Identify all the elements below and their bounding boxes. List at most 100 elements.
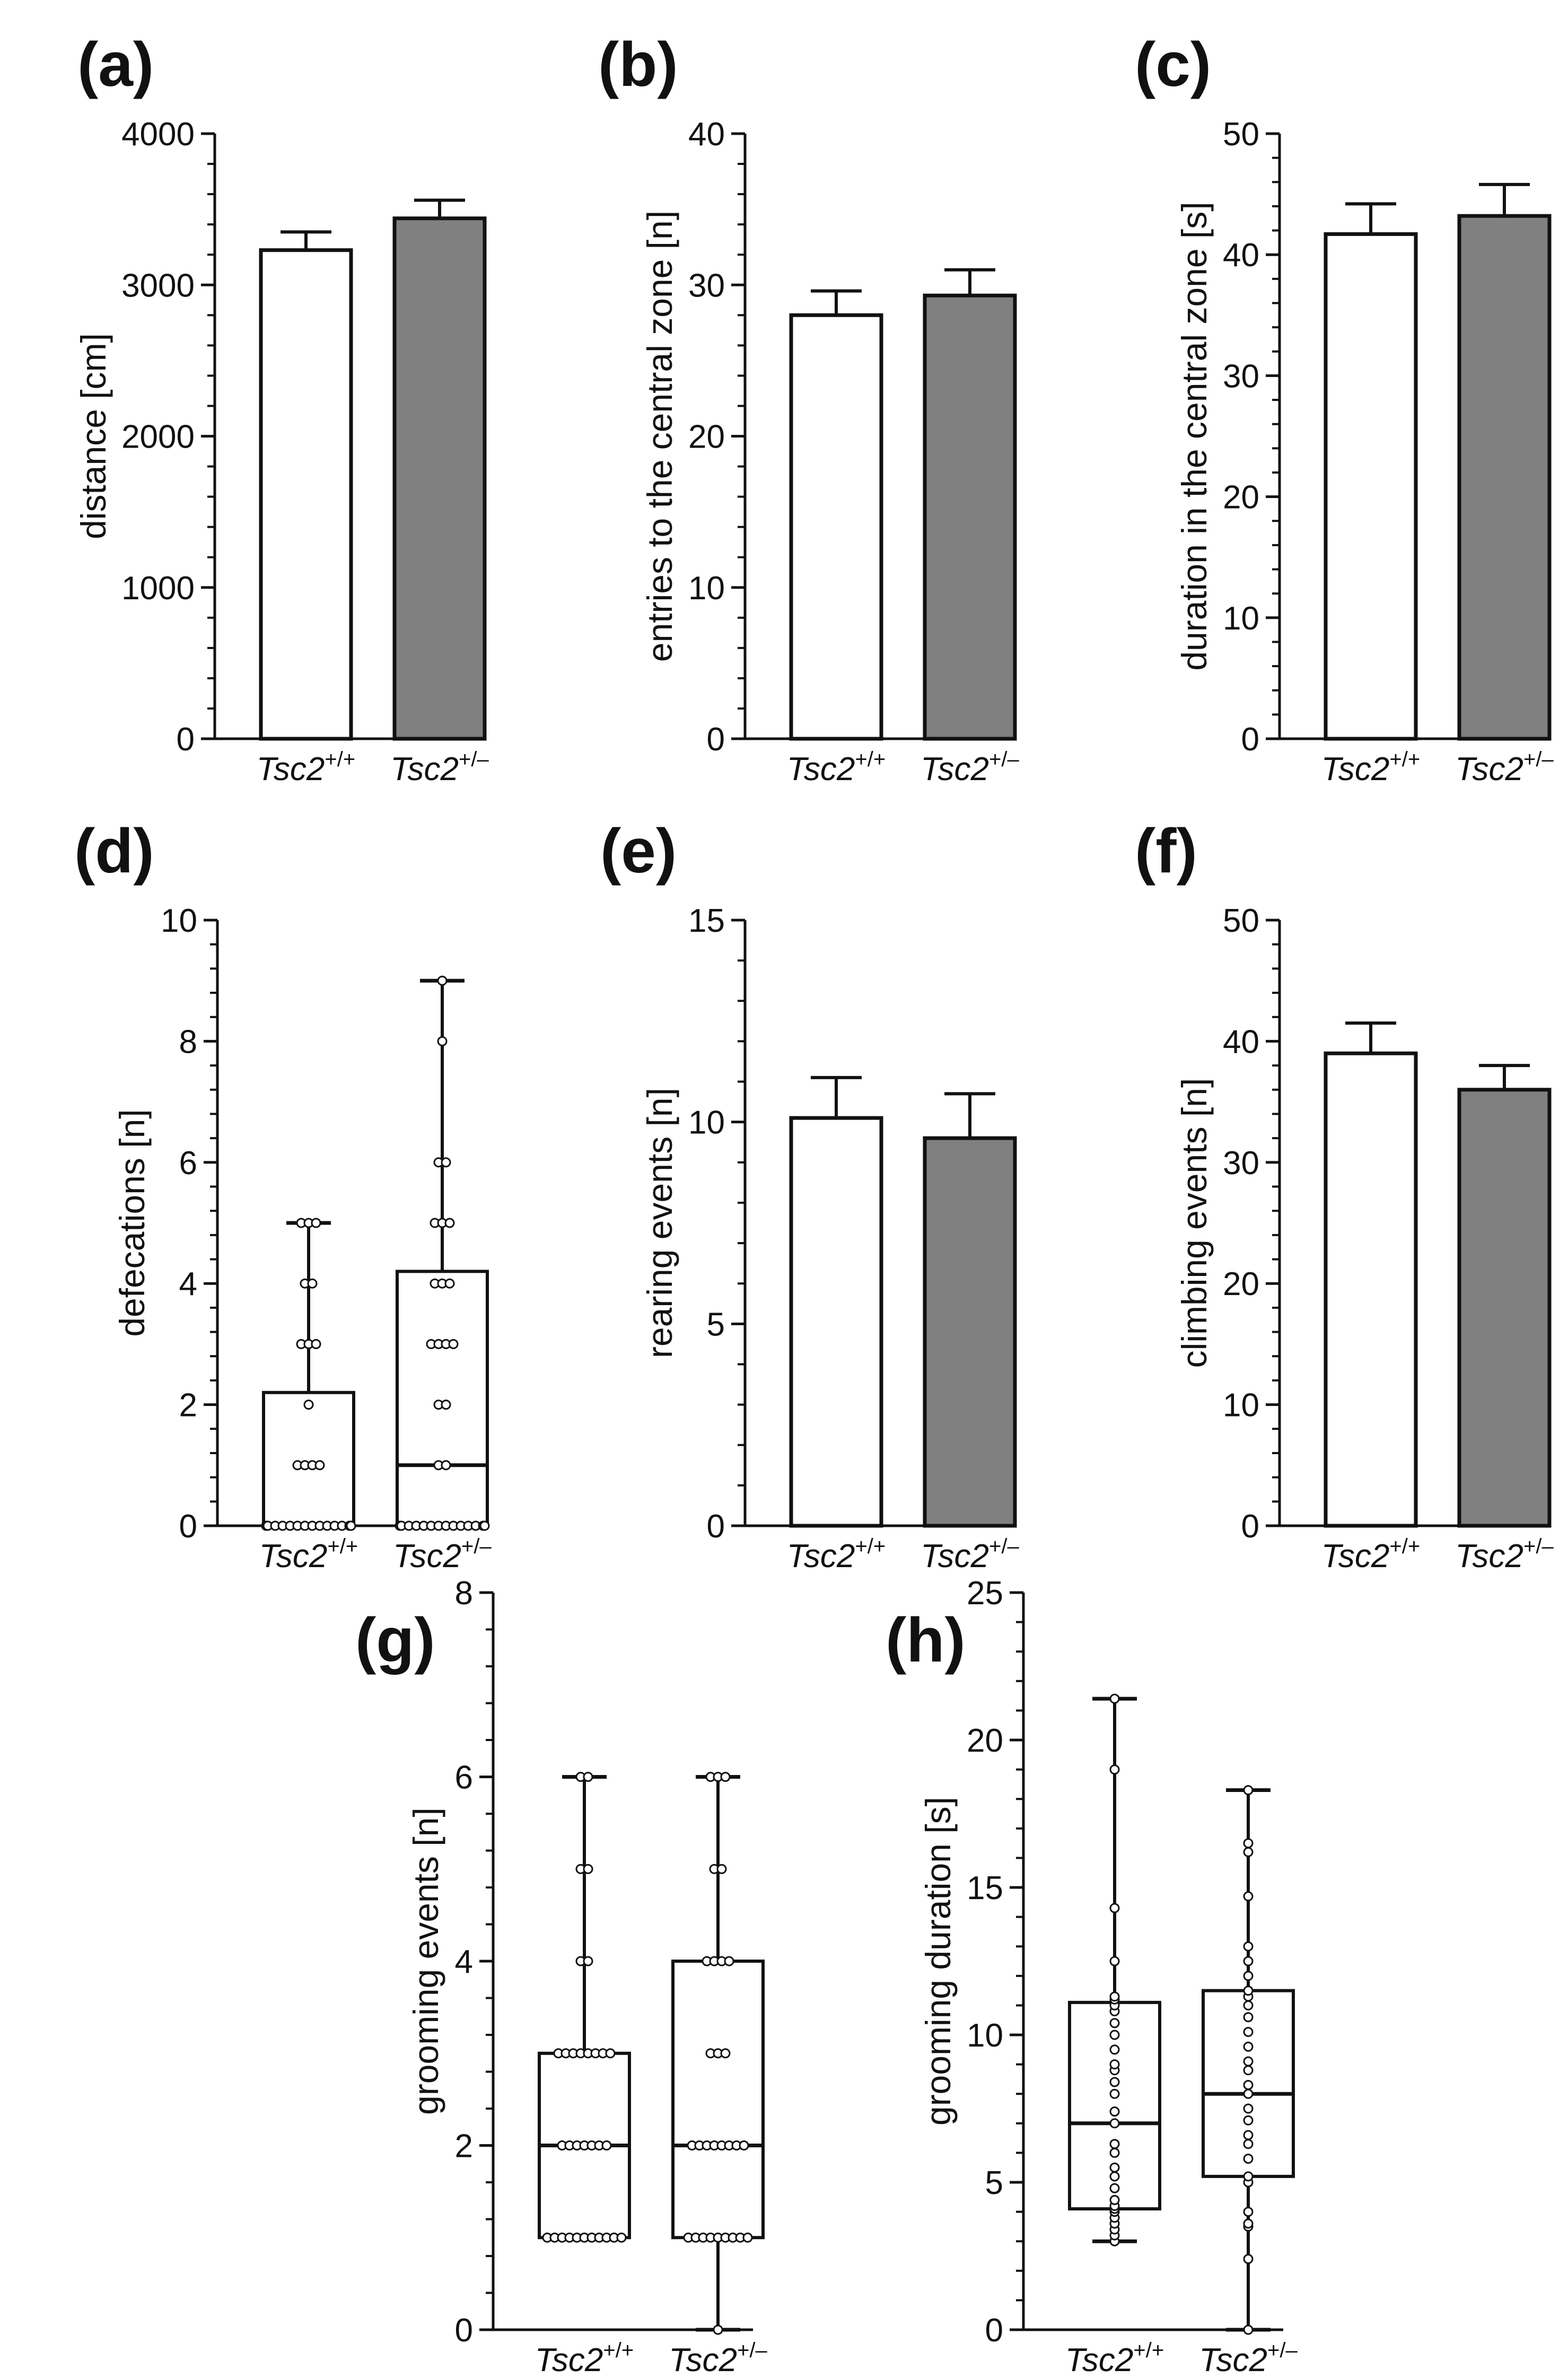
data-point xyxy=(444,1218,455,1228)
x-category-label: Tsc2+/– xyxy=(390,748,489,788)
data-point xyxy=(1243,1956,1254,1966)
data-point xyxy=(583,1864,593,1874)
panel-d: (d) 0 2 4 6 8 10 defecations [n] Tsc2+/+ Tsc2+/– xyxy=(74,816,492,1575)
data-point xyxy=(479,1520,490,1531)
data-point xyxy=(311,1218,321,1228)
y-tick-label: 0 xyxy=(179,1508,197,1545)
data-point xyxy=(1109,2044,1120,2055)
data-point xyxy=(1243,2012,1254,2023)
y-tick-label: 10 xyxy=(967,2017,1003,2054)
data-point xyxy=(1109,2030,1120,2040)
data-point xyxy=(1243,2065,1254,2076)
data-point xyxy=(1243,1891,1254,1902)
x-category-label: Tsc2+/– xyxy=(921,1535,1019,1575)
y-tick-label: 3000 xyxy=(121,267,195,304)
y-tick-label: 20 xyxy=(688,419,725,456)
y-axis-title: entries to the central zone [n] xyxy=(640,211,679,662)
data-point xyxy=(1109,1991,1120,2002)
y-tick-label: 4 xyxy=(455,1944,473,1980)
y-axis-title: distance [cm] xyxy=(74,333,113,539)
y-tick-label: 4 xyxy=(179,1266,197,1302)
bar xyxy=(1457,1088,1552,1528)
bar xyxy=(392,216,487,741)
panel-h: (h) 0 5 10 15 20 25 grooming duration [s] Tsc2+/… xyxy=(886,1575,1298,2378)
panel-label: (b) xyxy=(598,30,678,100)
y-tick-label: 50 xyxy=(1223,116,1259,153)
data-point xyxy=(1243,2041,1254,2052)
y-axis-title: grooming events [n] xyxy=(406,1807,445,2115)
y-axis-title: grooming duration [s] xyxy=(918,1797,958,2126)
data-point xyxy=(724,1956,734,1966)
data-point xyxy=(720,2048,731,2059)
y-tick-label: 2000 xyxy=(121,419,195,456)
y-axis-title: rearing events [n] xyxy=(640,1088,679,1358)
y-tick-label: 30 xyxy=(1223,358,1259,395)
data-point xyxy=(1243,2254,1254,2265)
y-tick-label: 40 xyxy=(1223,237,1259,274)
y-tick-label: 2 xyxy=(179,1387,197,1424)
y-tick-label: 10 xyxy=(688,1105,725,1141)
x-category-label: Tsc2+/+ xyxy=(787,1535,886,1575)
box xyxy=(671,1960,765,2240)
box xyxy=(396,1270,489,1528)
panel-f: (f) 0 10 20 30 40 50 climbing events [n] Tsc2+/+… xyxy=(1135,816,1554,1575)
data-point xyxy=(1109,2018,1120,2029)
data-point xyxy=(1243,2171,1254,2182)
y-tick-label: 20 xyxy=(967,1723,1003,1759)
y-tick-label: 0 xyxy=(177,721,195,758)
x-category-label: Tsc2+/– xyxy=(1199,2339,1298,2375)
y-tick-label: 10 xyxy=(161,903,197,939)
x-category-label: Tsc2+/+ xyxy=(1321,748,1421,788)
data-point xyxy=(1109,2147,1120,2158)
data-point xyxy=(1243,2103,1254,2114)
bar xyxy=(789,1116,883,1528)
data-point xyxy=(1109,1693,1120,1704)
y-tick-label: 1000 xyxy=(121,570,195,607)
data-point xyxy=(720,1772,731,1782)
y-tick-label: 0 xyxy=(707,721,725,758)
y-tick-label: 0 xyxy=(455,2312,473,2349)
y-tick-label: 20 xyxy=(1223,479,1259,516)
data-point xyxy=(1109,2171,1120,2182)
bar xyxy=(1457,214,1552,741)
data-point xyxy=(1243,1941,1254,1952)
data-point xyxy=(441,1460,451,1471)
x-category-label: Tsc2+/– xyxy=(393,1535,492,1575)
x-category-label: Tsc2+/– xyxy=(1455,1535,1554,1575)
y-tick-label: 30 xyxy=(688,267,725,304)
data-point xyxy=(1109,2162,1120,2173)
data-point xyxy=(437,975,448,986)
data-point xyxy=(716,1864,727,1874)
data-point xyxy=(739,2140,749,2150)
x-category-label: Tsc2+/+ xyxy=(1065,2339,1164,2375)
panel-label: (c) xyxy=(1135,30,1211,100)
data-point xyxy=(346,1520,356,1531)
y-axis-title: defecations [n] xyxy=(112,1109,152,1336)
data-point xyxy=(441,1400,451,1410)
data-point xyxy=(616,2232,627,2243)
data-point xyxy=(742,2232,753,2243)
data-point xyxy=(1243,2130,1254,2140)
data-point xyxy=(1243,2218,1254,2229)
data-point xyxy=(1243,2000,1254,2010)
x-category-label: Tsc2+/+ xyxy=(257,748,356,788)
panel-g: (g) 0 2 4 6 8 grooming events [n] Tsc2+/+ Tsc2+/… xyxy=(355,1575,767,2378)
data-point xyxy=(1243,2056,1254,2067)
data-point xyxy=(1109,2077,1120,2087)
data-point xyxy=(1243,2088,1254,2099)
data-point xyxy=(1243,1838,1254,1849)
x-category-label: Tsc2+/+ xyxy=(259,1535,358,1575)
y-tick-label: 10 xyxy=(1223,600,1259,637)
y-tick-label: 6 xyxy=(455,1760,473,1796)
y-axis-title: duration in the central zone [s] xyxy=(1175,202,1214,670)
panel-label: (g) xyxy=(355,1605,435,1675)
panel-a: (a) 0 1000 2000 3000 4000 distance [cm] Tsc2+/+… xyxy=(74,30,489,788)
y-tick-label: 0 xyxy=(985,2312,1003,2349)
data-point xyxy=(713,2324,723,2335)
data-point xyxy=(307,1278,318,1289)
panel-b: (b) 0 10 20 30 40 entries to the central zone … xyxy=(598,30,1019,788)
x-category-label: Tsc2+/– xyxy=(669,2339,767,2375)
box xyxy=(262,1391,355,1528)
data-point xyxy=(444,1278,455,1289)
